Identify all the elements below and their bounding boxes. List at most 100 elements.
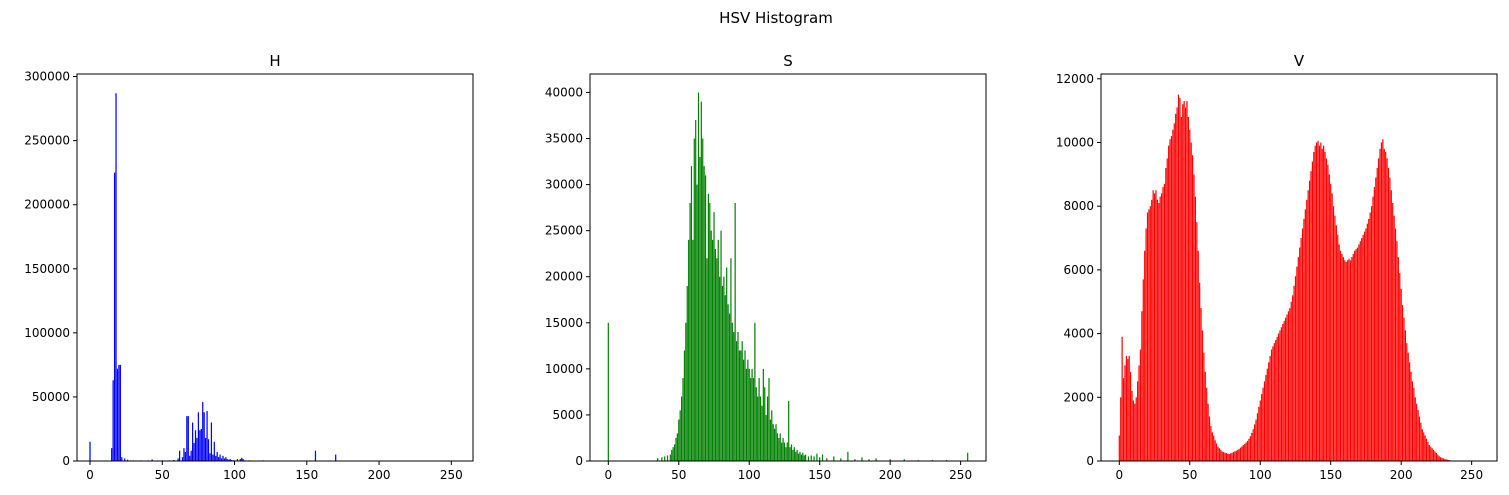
bar: [1435, 453, 1437, 461]
bar: [731, 322, 733, 461]
bar: [771, 410, 773, 461]
bar: [200, 428, 202, 461]
x-tick-label: 50: [671, 468, 686, 482]
y-tick-label: 150000: [24, 262, 70, 276]
bar: [757, 396, 759, 461]
bar: [193, 443, 195, 461]
bar: [1372, 196, 1374, 461]
bar: [1146, 212, 1149, 461]
bar: [1170, 136, 1173, 462]
bar: [768, 378, 770, 461]
bar: [1330, 183, 1332, 461]
bar: [1161, 193, 1163, 461]
bar: [192, 422, 194, 461]
bar: [1347, 260, 1349, 461]
bar: [1168, 145, 1170, 462]
bar: [723, 276, 725, 461]
bar: [797, 453, 800, 461]
bar: [197, 412, 200, 461]
bar: [1300, 238, 1302, 461]
y-tick-label: 40000: [545, 85, 583, 99]
bar: [690, 166, 693, 461]
bar: [875, 458, 877, 461]
bar: [1280, 327, 1282, 461]
bar: [1199, 282, 1201, 461]
bar: [1368, 218, 1370, 461]
bar: [1410, 371, 1412, 461]
bar: [1337, 234, 1339, 461]
bar: [1323, 145, 1325, 462]
bar: [116, 368, 119, 461]
x-tick-label: 50: [155, 468, 170, 482]
y-tick-label: 300000: [24, 70, 70, 84]
bar: [1369, 212, 1371, 461]
bar: [1238, 448, 1240, 461]
bar: [685, 322, 687, 461]
bar: [717, 239, 719, 461]
bar: [1230, 453, 1232, 461]
bars: [1118, 94, 1456, 462]
bar: [1351, 257, 1353, 461]
bar: [226, 459, 228, 461]
x-tick-label: 100: [738, 468, 761, 482]
bar: [664, 456, 666, 461]
bar: [762, 368, 764, 461]
bar: [1149, 206, 1151, 461]
bar: [314, 450, 317, 461]
bar: [807, 456, 810, 461]
bar: [1270, 349, 1273, 461]
bar: [229, 459, 231, 461]
bar: [1386, 158, 1388, 461]
bar: [813, 456, 815, 461]
bar: [727, 304, 729, 461]
bar: [1118, 435, 1120, 461]
bar: [1297, 257, 1299, 461]
bar: [119, 364, 121, 461]
bar: [1383, 148, 1385, 461]
bar: [1155, 190, 1157, 461]
bar: [1258, 406, 1260, 461]
bar: [1431, 448, 1433, 461]
bar: [1344, 260, 1346, 461]
bar: [183, 448, 185, 461]
bar: [1231, 452, 1233, 461]
bar: [693, 138, 695, 461]
bar: [706, 258, 708, 461]
bar: [733, 332, 735, 461]
bars: [89, 93, 452, 462]
bar: [121, 457, 123, 461]
bar: [1193, 174, 1195, 461]
bar: [1403, 317, 1405, 461]
bar: [741, 341, 743, 461]
bar: [1362, 234, 1364, 461]
bar: [1424, 435, 1426, 461]
bar: [786, 442, 788, 461]
bar: [1325, 158, 1328, 461]
bar: [1407, 352, 1409, 461]
bar: [772, 424, 774, 461]
x-tick-label: 0: [605, 468, 613, 482]
bar: [1404, 330, 1406, 461]
bar: [1279, 330, 1281, 461]
bar: [1401, 304, 1404, 461]
bar: [1409, 362, 1411, 461]
bar: [194, 430, 197, 461]
bar: [657, 458, 659, 461]
bar: [1385, 152, 1387, 462]
bar: [112, 380, 114, 461]
bar: [124, 458, 126, 461]
bar: [1169, 139, 1171, 462]
y-tick-label: 50000: [32, 390, 70, 404]
bar: [755, 387, 757, 461]
bar: [696, 184, 698, 461]
bar: [719, 276, 721, 461]
bar: [802, 452, 804, 461]
bar: [889, 459, 891, 461]
bar: [1393, 215, 1395, 461]
bar: [695, 120, 697, 461]
y-tick-label: 35000: [545, 132, 583, 146]
bar: [1235, 450, 1237, 461]
bar: [776, 433, 779, 461]
bar: [1394, 228, 1397, 461]
bar: [707, 193, 709, 462]
